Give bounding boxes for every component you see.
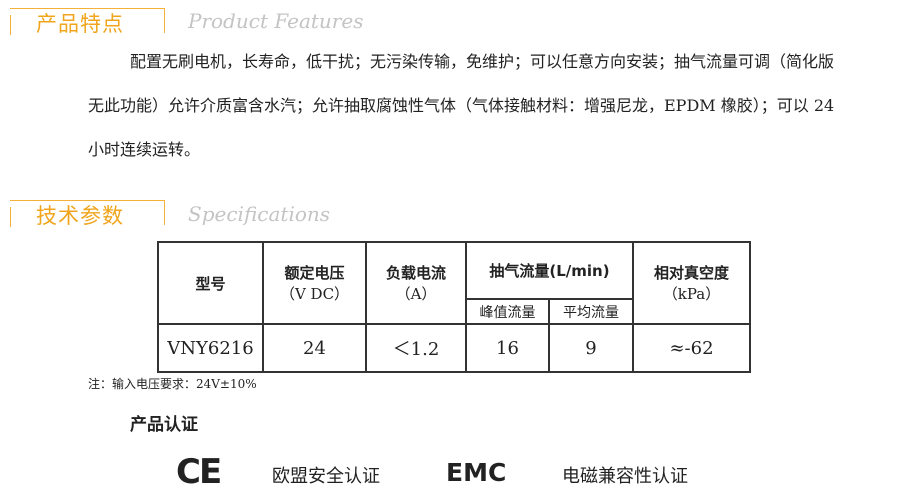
voltage-note: 注：输入电压要求：24V±10% [88,377,257,391]
vacuum-unit: （kPa） [662,285,721,303]
header-current: 负载电流 （A） [365,241,467,325]
header-model: 型号 [157,241,264,325]
specs-title: 技术参数 [36,204,124,228]
header-flow-peak: 峰值流量 [465,298,550,325]
certification-title: 产品认证 [130,415,198,435]
features-header: 产品特点 [10,8,166,36]
cell-vacuum: ≈-62 [632,323,751,373]
current-label: 负载电流 [385,264,446,282]
features-title: 产品特点 [36,12,124,36]
emc-label: 电磁兼容性认证 [562,466,688,487]
header-flow-avg: 平均流量 [548,298,634,325]
cell-model: VNY6216 [157,323,264,373]
emc-logo: EMC [446,458,507,487]
current-unit: （A） [395,285,437,303]
features-text: 配置无刷电机，长寿命，低干扰；无污染传输，免维护；可以任意方向安装；抽气流量可调… [88,52,835,159]
specs-header: 技术参数 [10,200,166,228]
cell-flow-avg: 9 [548,323,634,373]
ce-label: 欧盟安全认证 [272,466,380,487]
header-voltage: 额定电压 （V DC） [262,241,367,325]
cell-voltage: 24 [262,323,367,373]
voltage-label: 额定电压 [284,264,345,282]
voltage-unit: （V DC） [279,285,350,303]
cell-flow-peak: 16 [465,323,550,373]
vacuum-label: 相对真空度 [653,264,729,282]
specs-title-en: Specifications [188,202,331,226]
header-vacuum: 相对真空度 （kPa） [632,241,751,325]
ce-logo: CE [176,452,222,492]
features-title-en: Product Features [188,9,364,33]
cell-current: ＜1.2 [365,323,467,373]
header-flow: 抽气流量(L/min) [465,241,634,300]
specs-table: 型号 额定电压 （V DC） 负载电流 （A） 抽气流量(L/min) 相对真空度 （… [157,241,751,373]
table-row: VNY6216 24 ＜1.2 16 9 ≈-62 [157,323,751,373]
